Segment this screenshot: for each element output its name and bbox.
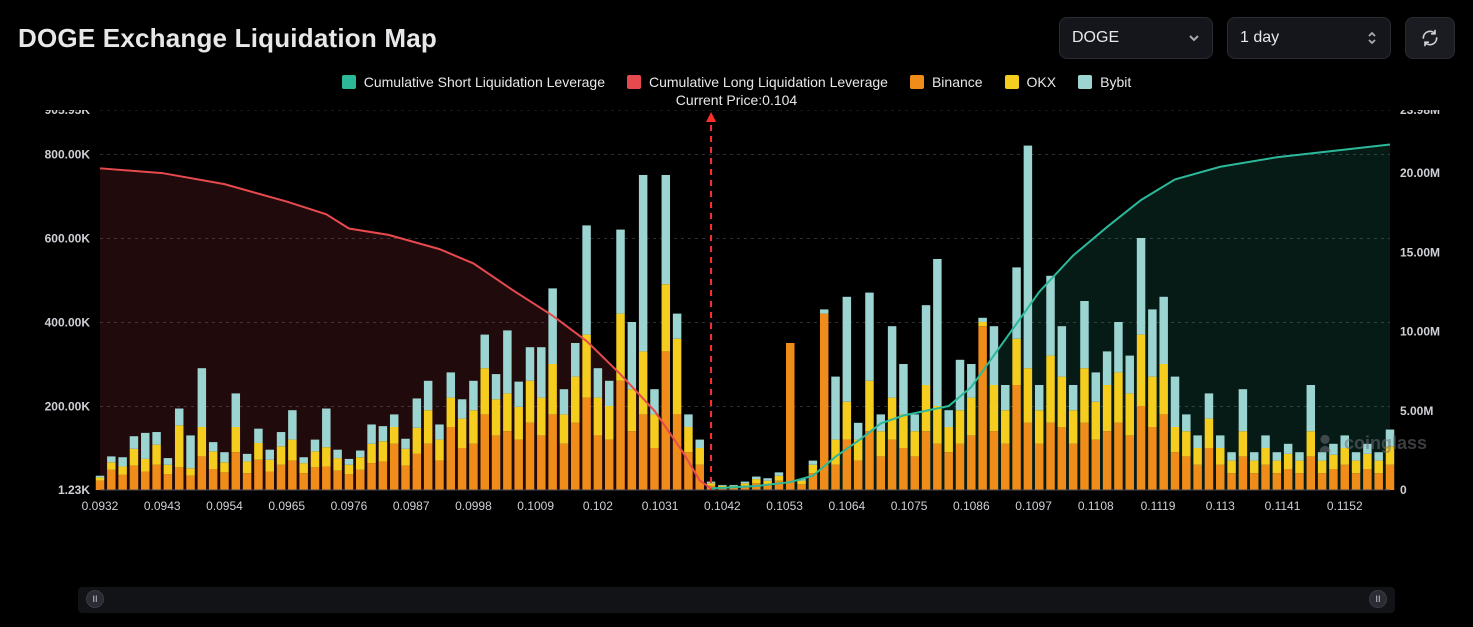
svg-text:0.0987: 0.0987 [393,499,430,513]
range-scrollbar[interactable] [78,587,1395,613]
svg-text:0.1053: 0.1053 [766,499,803,513]
svg-text:0.0932: 0.0932 [82,499,119,513]
svg-text:0: 0 [1400,483,1407,497]
svg-text:0.1108: 0.1108 [1078,499,1114,513]
sort-icon [1366,31,1378,45]
svg-text:400.00K: 400.00K [45,316,91,330]
asset-select-value: DOGE [1072,29,1119,47]
svg-text:20.00M: 20.00M [1400,166,1440,180]
svg-text:0.0976: 0.0976 [331,499,368,513]
asset-select[interactable]: DOGE [1059,17,1213,59]
svg-text:0.0943: 0.0943 [144,499,181,513]
svg-text:0.113: 0.113 [1206,499,1235,513]
legend-item[interactable]: Cumulative Short Liquidation Leverage [342,74,605,90]
legend-label: Bybit [1100,74,1131,90]
legend-label: Cumulative Short Liquidation Leverage [364,74,605,90]
svg-text:0.1086: 0.1086 [953,499,990,513]
range-handle-right[interactable]: II [1369,590,1387,608]
svg-text:15.00M: 15.00M [1400,245,1440,259]
svg-text:0.0965: 0.0965 [268,499,305,513]
refresh-button[interactable] [1405,17,1455,59]
range-handle-left[interactable]: II [86,590,104,608]
svg-text:23.98M: 23.98M [1400,110,1440,117]
legend-swatch [910,75,924,89]
svg-text:0.1152: 0.1152 [1327,499,1363,513]
legend-item[interactable]: Cumulative Long Liquidation Leverage [627,74,888,90]
svg-text:200.00K: 200.00K [45,400,91,414]
legend-item[interactable]: Bybit [1078,74,1131,90]
legend-label: Cumulative Long Liquidation Leverage [649,74,888,90]
svg-text:0.0954: 0.0954 [206,499,243,513]
svg-text:10.00M: 10.00M [1400,325,1440,339]
legend-swatch [1005,75,1019,89]
svg-text:0.1141: 0.1141 [1265,499,1301,513]
watermark: coinglass [1314,432,1427,454]
svg-text:0.1119: 0.1119 [1141,499,1176,513]
svg-text:1.23K: 1.23K [58,483,90,497]
legend-item[interactable]: OKX [1005,74,1057,90]
svg-text:600.00K: 600.00K [45,232,91,246]
legend-label: OKX [1027,74,1057,90]
svg-text:5.00M: 5.00M [1400,404,1433,418]
legend-label: Binance [932,74,983,90]
svg-text:0.1009: 0.1009 [517,499,554,513]
svg-text:0.1042: 0.1042 [704,499,741,513]
svg-text:0.0998: 0.0998 [455,499,492,513]
liquidation-chart: 1.23K 200.00K 400.00K 600.00K 800.00K 905.95K… [18,110,1455,540]
chart-legend: Cumulative Short Liquidation Leverage Cum… [18,74,1455,90]
caret-down-icon [1188,32,1200,44]
refresh-icon [1420,28,1440,48]
coinglass-logo-icon [1314,432,1336,454]
current-price-label: Current Price:0.104 [18,92,1455,108]
legend-swatch [342,75,356,89]
svg-text:0.1075: 0.1075 [891,499,928,513]
header-controls: DOGE 1 day [1059,17,1455,59]
timeframe-select-value: 1 day [1240,29,1279,47]
svg-text:905.95K: 905.95K [45,110,91,117]
legend-swatch [1078,75,1092,89]
svg-text:0.102: 0.102 [583,499,613,513]
legend-item[interactable]: Binance [910,74,983,90]
svg-text:800.00K: 800.00K [45,148,91,162]
legend-swatch [627,75,641,89]
svg-text:0.1064: 0.1064 [828,499,865,513]
svg-text:0.1097: 0.1097 [1015,499,1052,513]
page-title: DOGE Exchange Liquidation Map [18,23,437,54]
svg-text:0.1031: 0.1031 [642,499,679,513]
timeframe-select[interactable]: 1 day [1227,17,1391,59]
